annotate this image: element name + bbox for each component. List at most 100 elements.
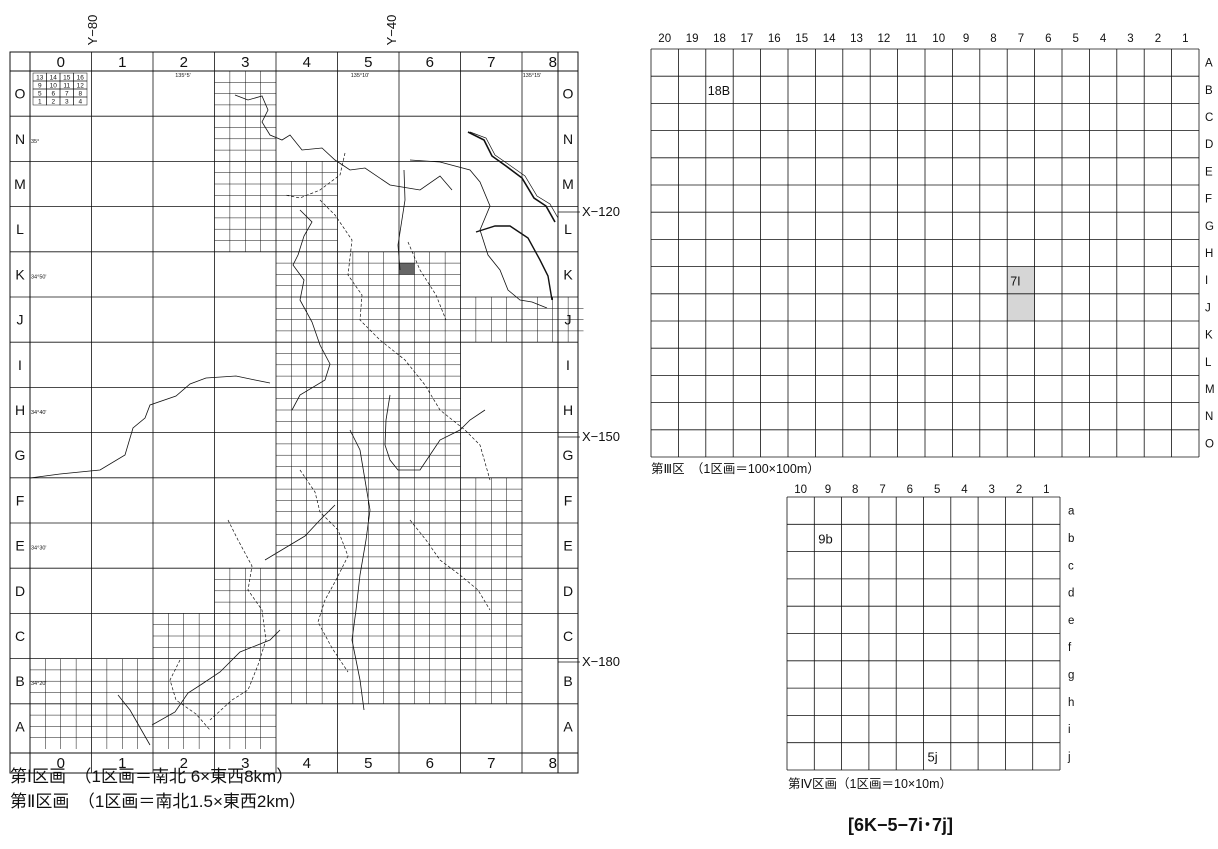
section3-column-label: 9	[963, 33, 969, 45]
column-label-bottom: 3	[241, 755, 249, 772]
section3-row-label: G	[1205, 221, 1214, 233]
column-label-bottom: 5	[364, 755, 372, 772]
map-outer-border	[9, 51, 579, 774]
cell-label-5j: 5j	[928, 750, 938, 765]
section3-column-label: 2	[1155, 33, 1161, 45]
section3-row-label: C	[1205, 112, 1213, 124]
administrative-boundary-line	[299, 469, 349, 673]
river-boundary-line	[291, 209, 331, 411]
subgrid-legend-number: 2	[51, 99, 55, 106]
section3-column-label: 15	[795, 33, 808, 45]
highlighted-grid-cell	[398, 262, 415, 275]
row-label-left: N	[15, 131, 25, 147]
map-section-grid: 001122334455667788OONNMMLLKKJJIIHHGGFFEE…	[9, 15, 620, 774]
caption-section4: 第Ⅳ区画（1区画＝10×10m）	[788, 777, 953, 791]
cell-label-9b: 9b	[818, 531, 832, 546]
row-label-left: D	[15, 583, 25, 599]
river-boundary-line	[234, 94, 453, 191]
section3-column-label: 6	[1045, 33, 1051, 45]
section3-row-label: I	[1205, 275, 1208, 287]
subgrid-legend-number: 10	[50, 83, 58, 90]
section3-row-label: B	[1205, 85, 1213, 97]
section3-column-label: 20	[658, 33, 671, 45]
caption-section2: 第Ⅱ区画 （1区画＝南北1.5×東西2km）	[10, 792, 306, 811]
section3-column-label: 4	[1100, 33, 1107, 45]
row-label-left: A	[15, 718, 25, 734]
column-label-bottom: 0	[57, 755, 65, 772]
column-label-bottom: 1	[118, 755, 126, 772]
administrative-boundary-line	[209, 519, 267, 721]
column-label-top: 7	[487, 54, 495, 71]
column-label-bottom: 4	[303, 755, 311, 772]
row-label-left: B	[15, 673, 24, 689]
row-label-right: M	[562, 176, 574, 192]
section3-row-label: F	[1205, 194, 1212, 206]
column-label-top: 3	[241, 54, 249, 71]
row-label-left: O	[15, 86, 26, 102]
section3-row-label: L	[1205, 357, 1212, 369]
subgrid-legend-number: 8	[78, 91, 82, 98]
section4-column-label: 1	[1043, 484, 1049, 496]
latitude-label: 34°20'	[31, 681, 47, 687]
x-coordinate-label: X−180	[582, 654, 620, 669]
section4-column-label: 10	[794, 484, 807, 496]
row-label-right: F	[564, 492, 573, 508]
column-label-top: 8	[549, 54, 557, 71]
section4-row-label: g	[1068, 669, 1074, 681]
row-label-left: L	[16, 221, 24, 237]
row-label-right: L	[564, 221, 572, 237]
section4-row-label: i	[1068, 724, 1071, 736]
section3-row-label: M	[1205, 384, 1215, 396]
section4-column-label: 7	[879, 484, 885, 496]
major-river-line	[475, 225, 553, 301]
section3-row-label: E	[1205, 166, 1213, 178]
section3-column-label: 11	[905, 33, 917, 45]
major-river-line	[467, 131, 556, 223]
section4-column-label: 2	[1016, 484, 1022, 496]
subgrid-legend-number: 11	[63, 83, 70, 90]
administrative-boundary-line	[407, 241, 447, 321]
subgrid-legend-number: 3	[65, 99, 69, 106]
river-boundary-line	[117, 694, 151, 746]
row-label-right: A	[563, 718, 573, 734]
y-coordinate-label: Y−40	[384, 15, 399, 46]
subgrid-legend-number: 16	[77, 75, 85, 82]
longitude-label: 135°15'	[523, 73, 542, 79]
row-label-right: K	[563, 266, 573, 282]
caption-section3: 第Ⅲ区 （1区画＝100×100m）	[651, 462, 820, 476]
section4-row-label: j	[1067, 751, 1071, 763]
river-boundary-line	[264, 504, 336, 561]
section4-column-label: 8	[852, 484, 858, 496]
section3-column-label: 5	[1072, 33, 1078, 45]
section4-column-label: 5	[934, 484, 940, 496]
latitude-label: 35°	[31, 139, 39, 145]
section3-column-label: 8	[990, 33, 996, 45]
subgrid-legend-number: 4	[78, 99, 82, 106]
column-label-bottom: 8	[549, 755, 557, 772]
cell-label-18B: 18B	[708, 84, 730, 98]
subgrid-legend-number: 15	[63, 75, 71, 82]
major-river-line	[469, 131, 559, 219]
section3-column-label: 13	[850, 33, 863, 45]
subgrid-legend-number: 6	[51, 91, 55, 98]
column-label-bottom: 6	[426, 755, 434, 772]
section4-row-label: e	[1068, 615, 1074, 627]
column-label-top: 4	[303, 54, 311, 71]
section3-column-label: 12	[878, 33, 891, 45]
section3-row-label: K	[1205, 330, 1213, 342]
row-label-right: N	[563, 131, 573, 147]
river-boundary-line	[384, 394, 486, 471]
subgrid-legend-number: 9	[38, 83, 42, 90]
cell-label-7I: 7I	[1010, 275, 1020, 289]
section4-column-label: 4	[961, 484, 968, 496]
section4-row-label: b	[1068, 533, 1074, 545]
section3-row-label: H	[1205, 248, 1213, 260]
column-label-bottom: 7	[487, 755, 495, 772]
section3-row-label: D	[1205, 139, 1213, 151]
column-label-top: 1	[118, 54, 126, 71]
row-label-left: I	[18, 357, 22, 373]
row-label-left: C	[15, 628, 25, 644]
section4-grid: 10 9 8 7 6 5 4 3 2 1 a b c d e f g h i j 9b 5j	[786, 484, 1075, 771]
